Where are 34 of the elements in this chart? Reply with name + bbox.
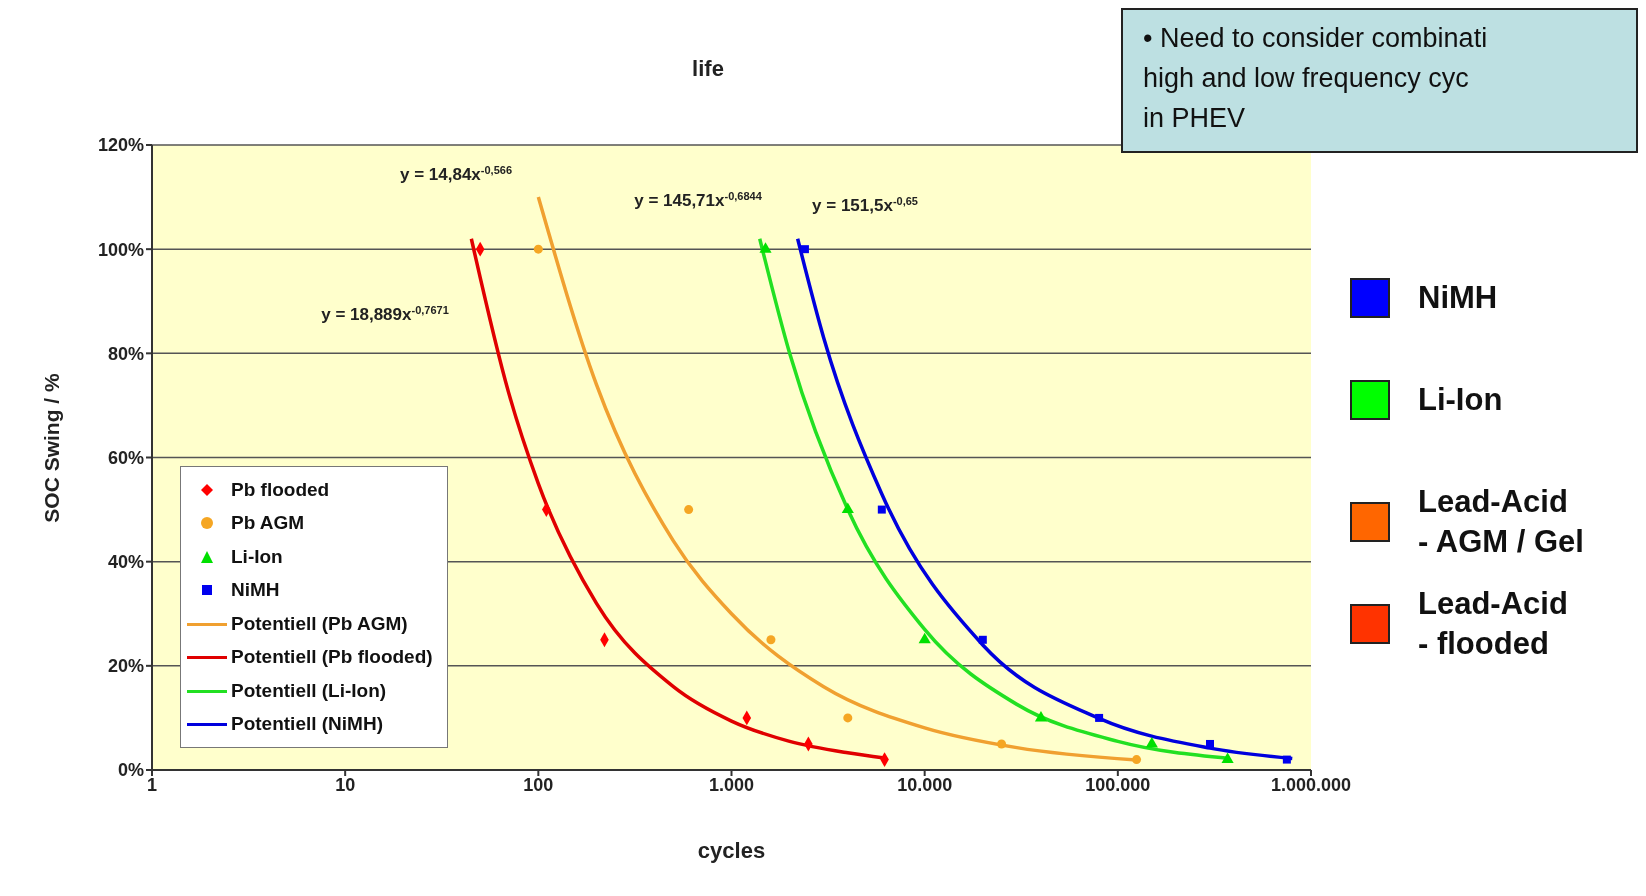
- y-tick-label: 80%: [107, 343, 144, 364]
- x-tick-label: 10: [335, 774, 356, 795]
- x-tick-label: 100.000: [1085, 774, 1151, 795]
- y-tick-label: 100%: [97, 239, 144, 260]
- y-tick-label: 40%: [107, 552, 144, 573]
- y-tick-label: 120%: [97, 135, 144, 156]
- y-tick-label: 20%: [107, 656, 144, 677]
- legend-label: Potentiell (NiMH): [231, 713, 383, 736]
- x-axis-title: cycles: [696, 838, 767, 864]
- legend-label: NiMH: [231, 579, 280, 602]
- text: Li-Ion: [1418, 381, 1503, 419]
- y-tick-label: 60%: [107, 447, 144, 468]
- annotation: y = 18,889x$^{-0,7671}$: [321, 304, 449, 324]
- legend-label: Pb AGM: [231, 512, 305, 535]
- text: Lead-Acid - AGM / Gel: [1418, 483, 1584, 561]
- annotation: y = 151,5x$^{-0,65}$: [812, 195, 918, 215]
- y-axis-title: SOC Swing / %: [40, 373, 64, 523]
- text: Lead-Acid - flooded: [1418, 585, 1568, 663]
- x-tick-label: 1.000: [708, 774, 755, 795]
- legend-label: Potentiell (Pb AGM): [231, 612, 408, 635]
- text: NiMH: [1418, 279, 1498, 317]
- chart-title: life: [692, 56, 724, 81]
- x-tick-label: 1: [146, 774, 158, 795]
- legend-label: Potentiell (Li-Ion): [231, 679, 387, 702]
- legend-label: Li-Ion: [231, 545, 283, 568]
- legend-label: Pb flooded: [231, 478, 330, 501]
- x-tick-label: 100: [523, 774, 554, 795]
- legend-label: Potentiell (Pb flooded): [231, 646, 433, 669]
- callout-box: • Need to consider combinati high and low frequency cyc in PHEV: [1121, 8, 1638, 153]
- annotation: y = 145,71x$^{-0,6844}$: [634, 190, 763, 210]
- x-tick-label: 10.000: [897, 774, 953, 795]
- x-tick-label: 1.000.000: [1270, 774, 1352, 795]
- y-tick-label: 0%: [117, 760, 144, 781]
- annotation: y = 14,84x$^{-0,566}$: [399, 164, 513, 184]
